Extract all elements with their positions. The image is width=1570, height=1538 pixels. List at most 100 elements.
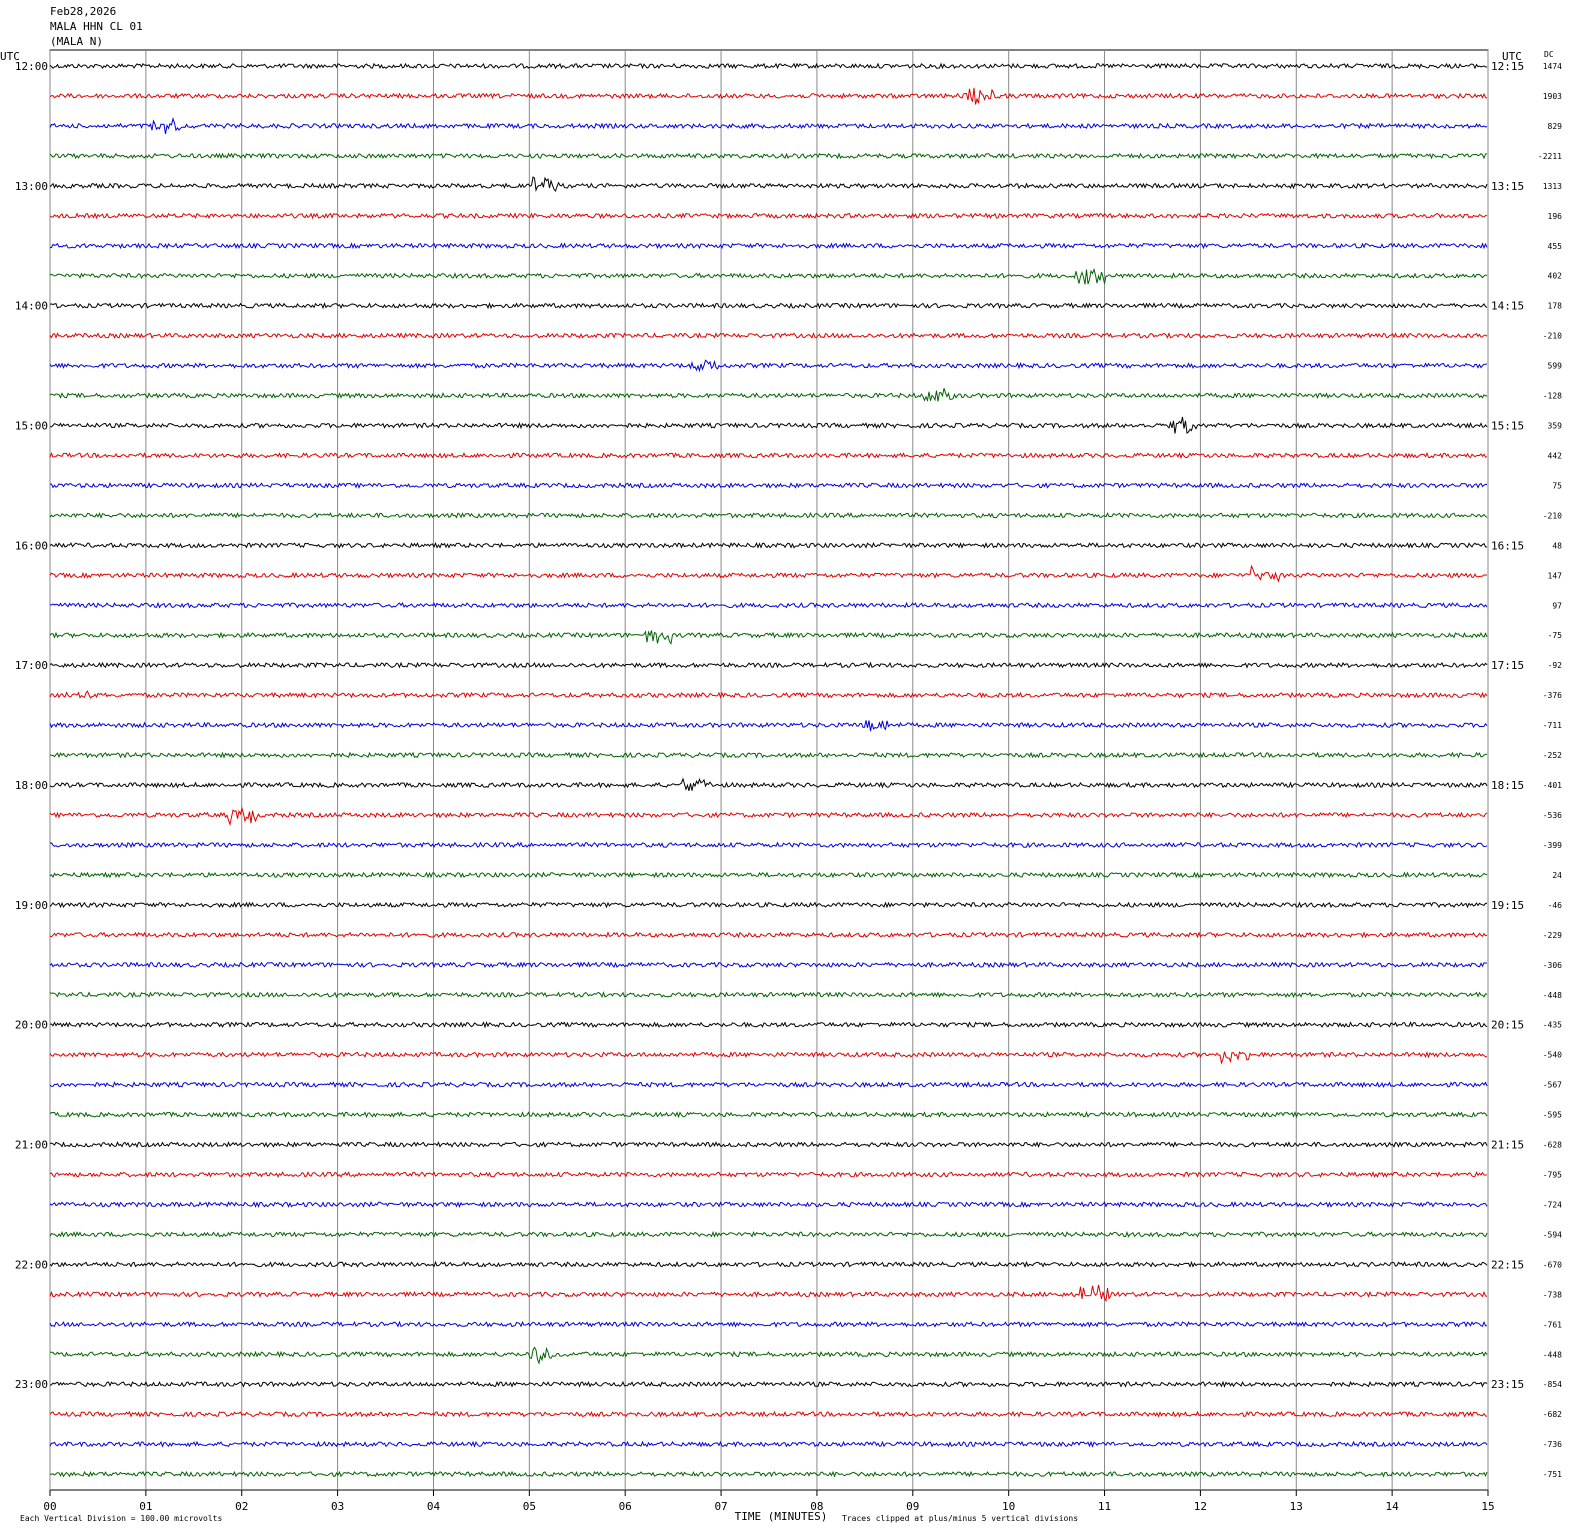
x-tick-label: 11 (1098, 1500, 1111, 1513)
dc-offset: 829 (1548, 122, 1563, 131)
x-tick-label: 05 (523, 1500, 536, 1513)
seismic-trace (49, 1410, 1488, 1418)
seismic-trace (49, 991, 1488, 999)
left-time-label: 20:00 (15, 1019, 48, 1032)
dc-offset: -594 (1543, 1230, 1562, 1239)
seismic-trace (49, 242, 1488, 250)
dc-offset: -2211 (1538, 152, 1562, 161)
left-time-label: 18:00 (15, 779, 48, 792)
x-tick-label: 04 (427, 1500, 441, 1513)
dc-offset: 48 (1552, 541, 1562, 550)
seismic-trace (49, 751, 1488, 759)
dc-offset: 1313 (1543, 182, 1562, 191)
dc-offset: 75 (1552, 481, 1562, 490)
seismic-trace (49, 1021, 1488, 1029)
right-time-label: 19:15 (1491, 899, 1524, 912)
left-time-label: 21:00 (15, 1139, 48, 1152)
seismic-trace (49, 1111, 1488, 1119)
dc-offset: 24 (1552, 871, 1562, 880)
dc-offset: -751 (1543, 1470, 1562, 1479)
dc-offset: -128 (1543, 392, 1562, 401)
seismic-trace (50, 481, 1488, 490)
seismic-trace (49, 806, 1488, 827)
seismic-trace (49, 630, 1488, 645)
seismic-trace (49, 212, 1488, 220)
dc-offset: -761 (1543, 1320, 1562, 1329)
dc-offset: 599 (1548, 362, 1563, 371)
seismic-trace (49, 871, 1488, 879)
seismic-trace (50, 1470, 1488, 1478)
seismic-trace (49, 1230, 1488, 1238)
right-time-label: 14:15 (1491, 300, 1524, 313)
dc-offset: -595 (1543, 1111, 1562, 1120)
left-time-label: 23:00 (15, 1378, 48, 1391)
seismic-trace (49, 1320, 1488, 1328)
left-time-label: 17:00 (15, 659, 48, 672)
dc-offset: 147 (1548, 571, 1563, 580)
x-tick-label: 14 (1386, 1500, 1400, 1513)
seismic-trace (49, 541, 1488, 549)
left-title: UTC (0, 50, 20, 63)
seismic-trace (49, 1051, 1487, 1065)
seismic-trace (49, 1346, 1488, 1365)
seismic-trace (49, 1171, 1488, 1178)
dc-offset: 97 (1552, 601, 1562, 610)
dc-offset: -229 (1543, 931, 1562, 940)
dc-offset: 442 (1548, 451, 1563, 460)
seismic-trace (49, 332, 1488, 339)
seismic-trace (49, 661, 1488, 669)
dc-offset: -75 (1548, 631, 1563, 640)
seismic-trace (49, 451, 1488, 460)
dc-offset: -682 (1543, 1410, 1562, 1419)
dc-offset: -376 (1543, 691, 1562, 700)
left-time-label: 19:00 (15, 899, 48, 912)
right-time-label: 23:15 (1491, 1378, 1524, 1391)
seismic-trace (49, 267, 1488, 285)
seismic-trace (49, 564, 1488, 583)
seismic-trace (49, 176, 1488, 192)
seismic-trace (49, 359, 1488, 373)
seismic-trace (49, 931, 1488, 939)
left-time-label: 15:00 (15, 420, 48, 433)
dc-offset: -628 (1543, 1141, 1562, 1150)
dc-offset: 1474 (1543, 62, 1562, 71)
x-tick-label: 02 (235, 1500, 248, 1513)
dc-title: DC (1544, 50, 1554, 59)
station: MALA HHN CL 01 (50, 20, 143, 33)
x-tick-label: 03 (331, 1500, 344, 1513)
dc-offset: -670 (1543, 1260, 1562, 1269)
dc-offset: -448 (1543, 991, 1562, 1000)
right-time-label: 18:15 (1491, 779, 1524, 792)
dc-offset: -536 (1543, 811, 1562, 820)
dc-offset: -210 (1543, 511, 1562, 520)
x-tick-label: 09 (906, 1500, 919, 1513)
right-time-label: 16:15 (1491, 539, 1524, 552)
dc-offset: 1903 (1543, 92, 1562, 101)
seismic-trace (49, 511, 1488, 519)
dc-offset: -736 (1543, 1440, 1562, 1449)
seismic-trace (49, 1081, 1488, 1089)
dc-offset: -210 (1543, 332, 1562, 341)
dc-offset: 402 (1548, 272, 1563, 281)
left-time-label: 12:00 (15, 60, 48, 73)
footer-left: Each Vertical Division = 100.00 microvol… (20, 1514, 222, 1523)
dc-offset: -795 (1543, 1171, 1562, 1180)
seismic-trace (49, 1380, 1488, 1388)
dc-offset: -306 (1543, 961, 1562, 970)
seismic-trace (49, 601, 1488, 609)
dc-offset: -738 (1543, 1290, 1562, 1299)
seismic-trace (49, 841, 1488, 849)
seismic-trace (49, 720, 1488, 732)
seismic-trace (49, 116, 1488, 134)
left-time-label: 16:00 (15, 539, 48, 552)
dc-offset: -435 (1543, 1021, 1562, 1030)
right-title: UTC (1502, 50, 1522, 63)
channel: (MALA N) (50, 35, 103, 48)
seismic-trace (49, 388, 1488, 403)
dc-offset: -252 (1543, 751, 1562, 760)
x-tick-label: 00 (43, 1500, 56, 1513)
x-tick-label: 12 (1194, 1500, 1207, 1513)
dc-offset: 178 (1548, 302, 1563, 311)
